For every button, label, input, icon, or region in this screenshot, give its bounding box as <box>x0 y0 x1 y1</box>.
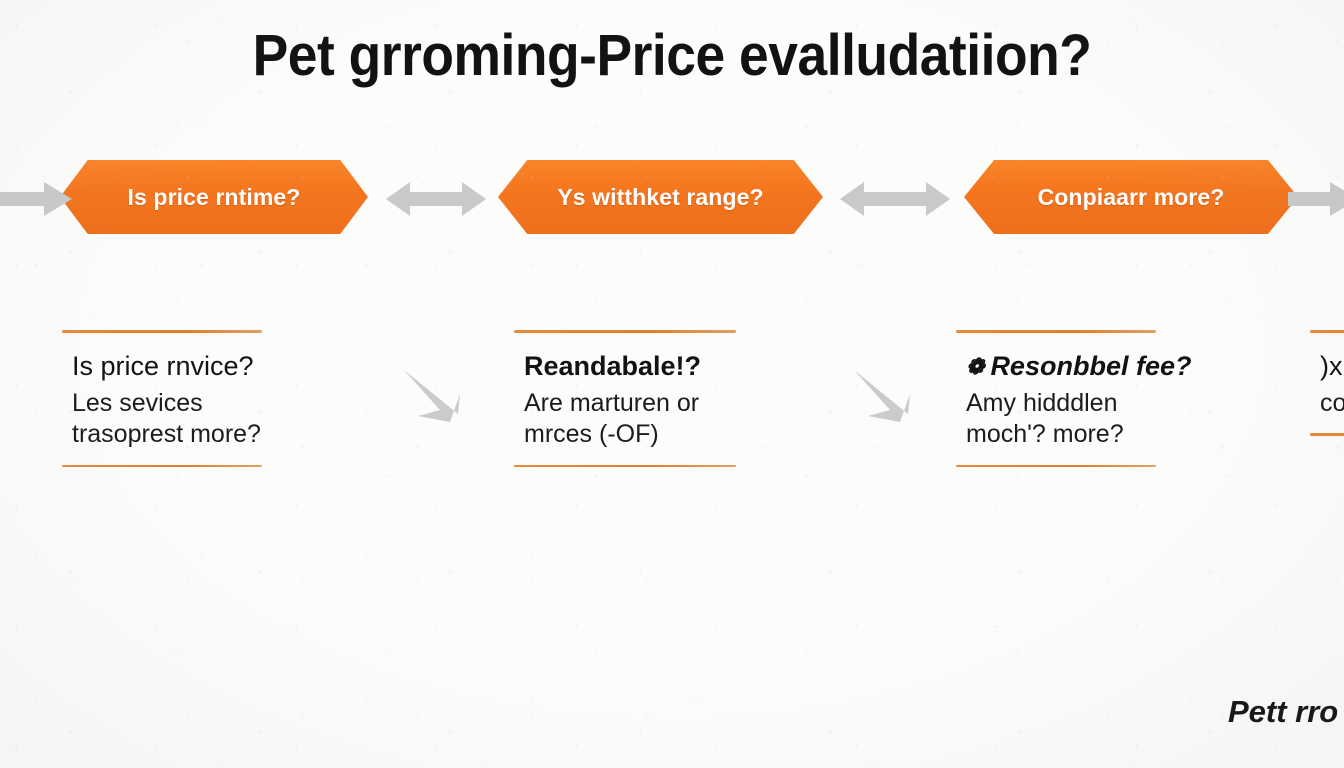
page-title: Pet grroming-Price evalludatiion? <box>252 23 1092 88</box>
column-heading: )x <box>1320 350 1343 381</box>
column-rule-top <box>62 330 262 333</box>
banner-step-1[interactable]: Is price rntime? <box>60 160 368 234</box>
column-body: ❁ Resonbbel fee? Amy hidddlen moch'? more… <box>956 333 1191 465</box>
arrow-left-right-icon-1 <box>386 180 486 218</box>
arrow-right-icon-right-edge <box>1288 182 1344 216</box>
column-heading-text: Resonbbel fee? <box>990 350 1192 381</box>
banner-row: Is price rntime? Ys witthket range? Conp… <box>0 160 1344 238</box>
column-body: Reandabale!? Are marturen or mrces (-OF) <box>514 333 736 465</box>
arrow-down-right-icon-1 <box>400 368 462 426</box>
column-heading: Reandabale!? <box>524 350 702 381</box>
column-body-text: Amy hidddlen moch'? more? <box>966 388 1124 449</box>
footer-note: Pett rro <box>1228 694 1339 729</box>
column-rule-bottom <box>62 464 262 467</box>
column-rule-bottom <box>956 464 1156 467</box>
arrow-down-right-icon-2 <box>850 368 912 426</box>
banner-step-3[interactable]: Conpiaarr more? <box>964 160 1298 234</box>
column-rule-bottom <box>514 464 736 467</box>
arrow-left-right-icon-2 <box>840 180 950 218</box>
column-rule-bottom <box>1310 433 1344 436</box>
column-heading: Is price rnvice? <box>72 350 254 381</box>
column-heading: ❁ Resonbbel fee? <box>966 351 1191 382</box>
column-body-text: co <box>1320 388 1344 417</box>
detail-column-3: ❁ Resonbbel fee? Amy hidddlen moch'? more… <box>956 330 1191 467</box>
column-rule-top <box>1310 330 1344 333</box>
banner-step-2[interactable]: Ys witthket range? <box>498 160 823 234</box>
banner-step-1-label: Is price rntime? <box>127 183 301 210</box>
banner-step-2-label: Ys witthket range? <box>557 183 764 210</box>
detail-column-2: Reandabale!? Are marturen or mrces (-OF) <box>514 330 736 467</box>
column-rule-top <box>956 330 1156 333</box>
arrow-right-icon-left-edge <box>0 182 72 216</box>
detail-column-4-clipped: )x co <box>1310 330 1344 436</box>
banner-step-3-label: Conpiaarr more? <box>1037 183 1225 210</box>
column-body-text: Are marturen or mrces (-OF) <box>524 388 700 449</box>
column-body: Is price rnvice? Les sevices trasoprest … <box>62 333 262 465</box>
column-rule-top <box>514 330 736 333</box>
column-body-text: Les sevices trasoprest more? <box>72 388 261 449</box>
detail-column-1: Is price rnvice? Les sevices trasoprest … <box>62 330 262 467</box>
column-body: )x co <box>1310 333 1344 434</box>
bullet-marker-icon: ❁ <box>966 353 985 379</box>
